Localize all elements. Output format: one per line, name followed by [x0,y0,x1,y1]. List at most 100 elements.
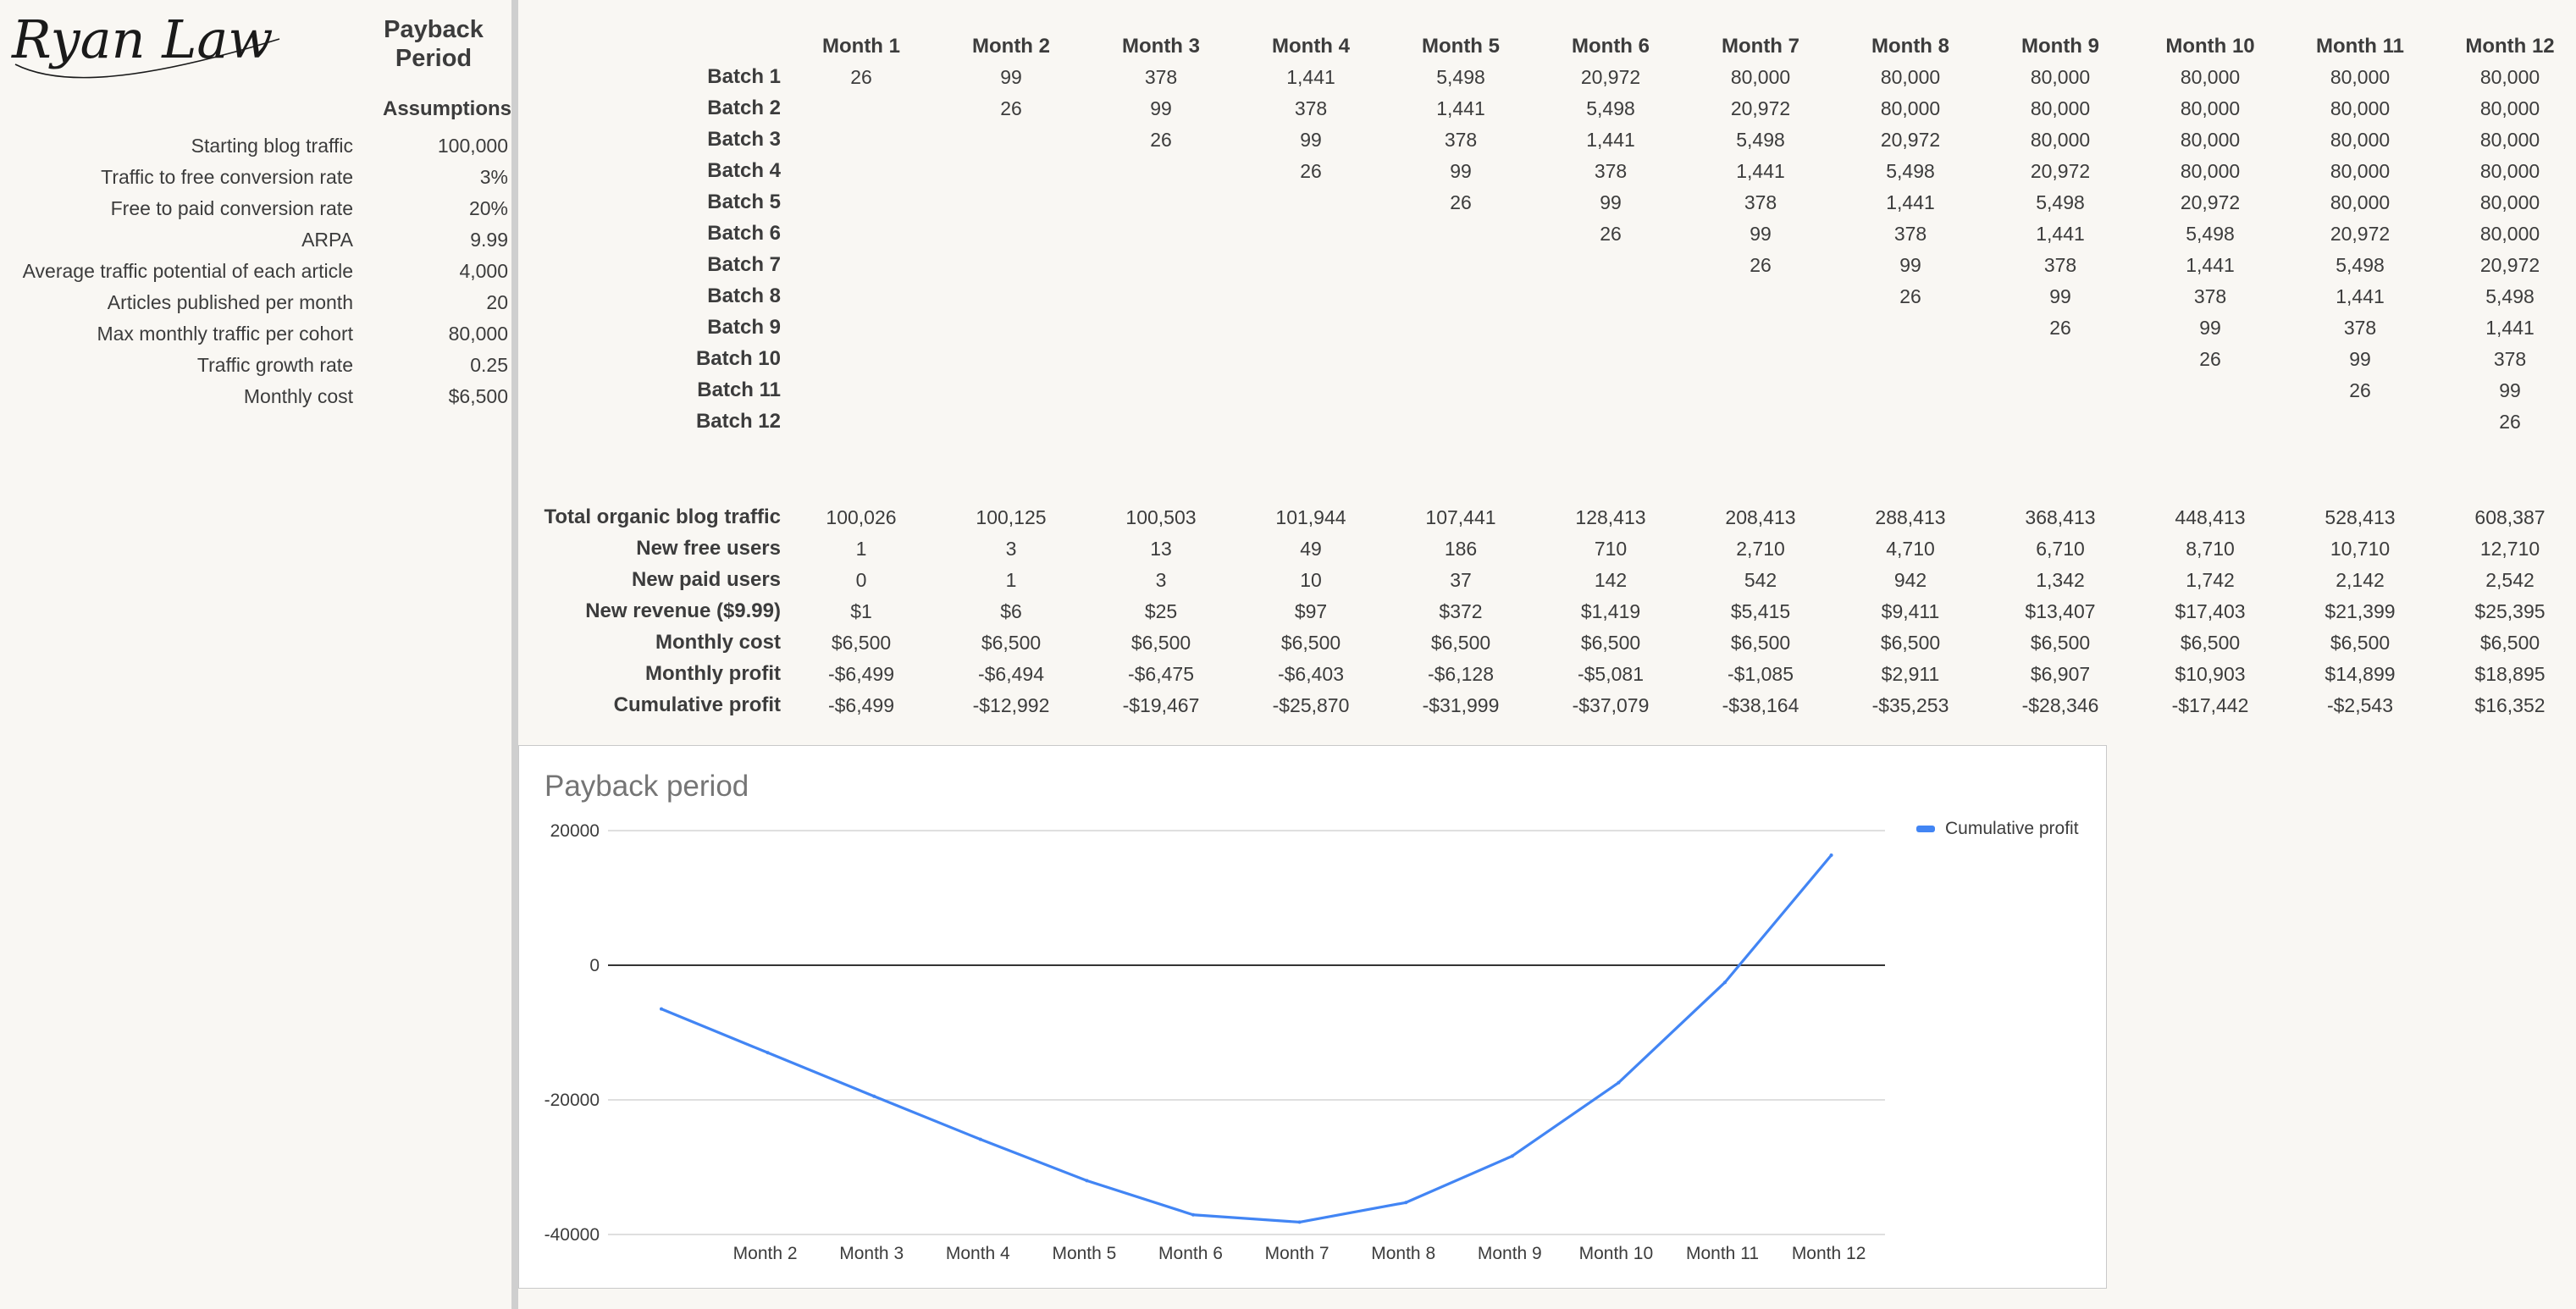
assumption-row[interactable]: Max monthly traffic per cohort 80,000 [0,318,508,349]
batch-cell[interactable]: 80,000 [2330,160,2391,182]
batch-cell[interactable]: 378 [1144,66,1178,88]
batch-cell[interactable]: 5,498 [2336,254,2385,276]
batch-cell[interactable]: 20,972 [1730,97,1791,119]
batch-cell[interactable]: 99 [2049,285,2071,307]
assumption-value[interactable]: 80,000 [448,323,508,345]
assumption-value[interactable]: 20 [486,291,508,313]
summary-cell[interactable]: $2,911 [1881,663,1940,685]
batch-cell[interactable]: 20,972 [2180,191,2241,213]
month-header[interactable]: Month 10 [2165,35,2255,58]
batch-cell[interactable]: 26 [1600,223,1622,245]
batch-cell[interactable]: 1,441 [1436,97,1485,119]
summary-cell[interactable]: -$28,346 [2021,694,2099,716]
summary-cell[interactable]: $5,415 [1730,600,1791,622]
summary-cell[interactable]: $6,500 [981,632,1042,654]
batch-cell[interactable]: 26 [1450,191,1472,213]
batch-cell[interactable]: 20,972 [1580,66,1641,88]
batch-cell[interactable]: 20,972 [1880,129,1941,151]
batch-cell[interactable]: 80,000 [2030,66,2091,88]
summary-cell[interactable]: 288,413 [1875,506,1946,528]
assumption-row[interactable]: Average traffic potential of each articl… [0,255,508,286]
summary-cell[interactable]: -$5,081 [1577,663,1644,685]
assumption-value[interactable]: $6,500 [448,385,508,407]
summary-cell[interactable]: 4,710 [1886,538,1935,560]
batch-cell[interactable]: 5,498 [2036,191,2085,213]
summary-cell[interactable]: 448,413 [2175,506,2246,528]
batch-cell[interactable]: 99 [1000,66,1022,88]
summary-cell[interactable]: $6,500 [2180,632,2241,654]
month-header[interactable]: Month 12 [2465,35,2555,58]
batch-cell[interactable]: 80,000 [2479,66,2540,88]
batch-cell[interactable]: 1,441 [2186,254,2235,276]
summary-cell[interactable]: -$19,467 [1122,694,1200,716]
summary-cell[interactable]: $6,500 [1130,632,1191,654]
summary-cell[interactable]: 710 [1594,538,1628,560]
summary-cell[interactable]: $6,500 [2479,632,2540,654]
batch-cell[interactable]: 5,498 [2485,285,2535,307]
summary-cell[interactable]: $14,899 [2324,663,2396,685]
batch-cell[interactable]: 99 [1150,97,1172,119]
batch-cell[interactable]: 99 [2349,348,2371,370]
batch-cell[interactable]: 1,441 [2336,285,2385,307]
summary-cell[interactable]: -$6,128 [1427,663,1494,685]
batch-cell[interactable]: 378 [2343,317,2377,339]
summary-cell[interactable]: 186 [1444,538,1478,560]
batch-cell[interactable]: 99 [1600,191,1622,213]
summary-cell[interactable]: $6,500 [1730,632,1791,654]
summary-cell[interactable]: -$37,079 [1572,694,1650,716]
batch-cell[interactable]: 378 [1744,191,1777,213]
batch-cell[interactable]: 1,441 [2485,317,2535,339]
summary-cell[interactable]: $17,403 [2175,600,2246,622]
batch-cell[interactable]: 26 [2049,317,2071,339]
batch-cell[interactable]: 20,972 [2330,223,2391,245]
batch-cell[interactable]: 80,000 [2479,160,2540,182]
summary-cell[interactable]: $25,395 [2474,600,2546,622]
batch-cell[interactable]: 80,000 [2180,66,2241,88]
month-header[interactable]: Month 1 [822,35,900,58]
frozen-pane-divider[interactable] [511,0,518,1309]
summary-cell[interactable]: -$31,999 [1422,694,1500,716]
batch-cell[interactable]: 80,000 [2330,97,2391,119]
assumption-value[interactable]: 4,000 [459,260,508,282]
batch-cell[interactable]: 26 [1300,160,1322,182]
month-header[interactable]: Month 2 [972,35,1050,58]
summary-cell[interactable]: 13 [1150,538,1172,560]
batch-cell[interactable]: 5,498 [1886,160,1935,182]
summary-cell[interactable]: $6,907 [2030,663,2091,685]
summary-cell[interactable]: 10,710 [2330,538,2391,560]
batch-cell[interactable]: 5,498 [1436,66,1485,88]
batch-cell[interactable]: 80,000 [1880,66,1941,88]
assumption-row[interactable]: Starting blog traffic 100,000 [0,130,508,161]
summary-cell[interactable]: 49 [1300,538,1322,560]
batch-cell[interactable]: 99 [1450,160,1472,182]
month-header[interactable]: Month 5 [1422,35,1500,58]
summary-cell[interactable]: 6,710 [2036,538,2085,560]
month-header[interactable]: Month 3 [1122,35,1200,58]
batch-cell[interactable]: 80,000 [2030,129,2091,151]
batch-cell[interactable]: 99 [2499,379,2521,401]
summary-cell[interactable]: $6,500 [1280,632,1341,654]
batch-cell[interactable]: 378 [2043,254,2077,276]
summary-cell[interactable]: 208,413 [1725,506,1796,528]
summary-cell[interactable]: -$6,403 [1277,663,1344,685]
batch-cell[interactable]: 378 [1294,97,1328,119]
batch-cell[interactable]: 80,000 [2030,97,2091,119]
summary-cell[interactable]: $1,419 [1580,600,1641,622]
month-header[interactable]: Month 8 [1871,35,1949,58]
summary-cell[interactable]: -$35,253 [1871,694,1949,716]
summary-cell[interactable]: 608,387 [2474,506,2546,528]
batch-cell[interactable]: 26 [2349,379,2371,401]
summary-cell[interactable]: 942 [1893,569,1927,591]
summary-cell[interactable]: 542 [1744,569,1777,591]
batch-cell[interactable]: 80,000 [2180,97,2241,119]
summary-cell[interactable]: 10 [1300,569,1322,591]
summary-cell[interactable]: 37 [1450,569,1472,591]
summary-cell[interactable]: -$25,870 [1272,694,1350,716]
batch-cell[interactable]: 1,441 [1886,191,1935,213]
month-header[interactable]: Month 11 [2315,35,2404,58]
batch-cell[interactable]: 1,441 [1586,129,1635,151]
summary-cell[interactable]: 12,710 [2479,538,2540,560]
summary-cell[interactable]: 3 [1155,569,1167,591]
summary-cell[interactable]: $9,411 [1881,600,1940,622]
summary-cell[interactable]: $6,500 [831,632,892,654]
